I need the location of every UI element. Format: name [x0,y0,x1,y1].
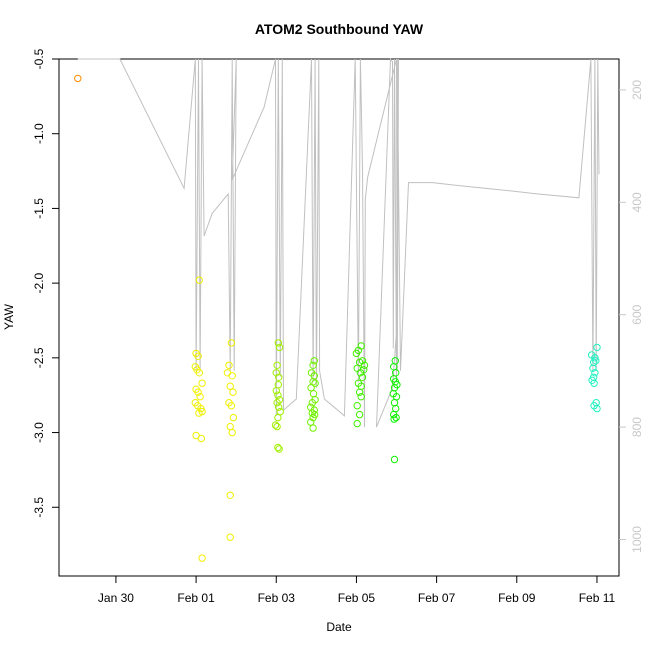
data-point [272,387,280,395]
data-point [226,491,234,499]
data-point [195,276,204,284]
x-tick-label: Feb 09 [498,591,536,605]
data-point [227,402,236,410]
data-point [275,343,284,352]
data-point [275,445,283,453]
data-point [392,404,400,413]
y2-tick-label: 400 [630,192,644,212]
data-point [273,361,281,369]
data-point [390,455,399,464]
data-point [276,407,284,416]
data-point [226,382,234,390]
y2-tick-label: 800 [630,417,644,437]
data-point [273,422,281,431]
data-point [194,352,202,360]
data-point [353,402,361,410]
x-tick-label: Feb 11 [579,591,616,605]
data-point [353,419,361,428]
data-point [589,364,597,372]
y2-axis: 200 400 600 800 1000 [619,80,644,553]
data-point [308,399,316,407]
x-axis: Jan 30 Feb 01 Feb 03 Feb 05 Feb 07 Feb 09 Feb … [98,575,616,605]
data-point [228,428,236,437]
data-point [307,384,315,392]
data-point [195,369,204,377]
x-tick-label: Jan 30 [98,591,134,605]
y-axis: -0.5 -1.0 -1.5 -2.0 -2.5 -3.0 -3.5 [32,48,59,518]
data-point [229,413,238,422]
data-point [274,413,282,422]
data-point [275,403,283,411]
chart-title: ATOM2 Southbound YAW [255,21,424,37]
x-axis-label: Date [326,620,352,634]
y2-tick-label: 200 [630,80,644,100]
data-point [274,443,282,452]
data-point [356,369,365,377]
data-point [590,379,598,387]
data-point [392,413,400,422]
data-point [360,361,369,369]
data-point [592,357,600,365]
data-point [271,421,280,429]
plot-frame [58,58,620,577]
data-point [591,369,599,377]
data-point [272,369,280,377]
y-axis-label: YAW [2,303,16,330]
data-point [225,361,233,369]
data-point [591,354,599,362]
data-point [226,422,234,431]
data-point [593,343,601,352]
data-point [309,413,317,422]
y-tick-label: -2.5 [32,347,46,368]
x-tick-label: Feb 05 [338,591,376,605]
data-point [227,339,236,347]
data-point [310,357,318,365]
data-point [198,407,206,416]
data-point [357,393,365,401]
data-point [223,369,232,377]
y-tick-label: -1.5 [32,198,46,219]
x-tick-label: Feb 01 [177,591,215,605]
data-point [274,339,282,347]
data-point [309,424,317,432]
gray-line [77,57,600,428]
data-point [593,404,601,413]
data-point [390,399,399,407]
y-tick-label: -3.5 [32,497,46,518]
data-point [197,434,206,443]
data-point [390,415,398,423]
x-tick-label: Feb 03 [258,591,296,605]
y-tick-label: -0.5 [32,48,46,69]
data-point [355,388,364,396]
x-tick-label: Feb 07 [418,591,456,605]
data-point [74,74,82,83]
data-point [196,393,204,401]
data-point [352,349,361,358]
data-point [274,391,282,399]
data-point [309,361,317,369]
data-point [355,410,364,419]
y-tick-label: -3.0 [32,422,46,443]
data-point [229,388,237,396]
y-tick-label: -2.0 [32,272,46,293]
data-point [311,379,319,387]
data-point [194,388,202,396]
data-point [228,372,236,380]
gray-line-series [77,57,600,428]
data-point [198,379,206,387]
data-point [226,533,234,541]
data-point [309,390,318,398]
data-point [353,364,361,372]
y2-tick-label: 1000 [630,526,644,553]
data-point [273,399,281,407]
data-point [358,373,367,381]
point-series [74,74,601,562]
data-point [198,554,206,562]
data-point [275,373,283,381]
y2-tick-label: 600 [630,304,644,324]
y-tick-label: -1.0 [32,123,46,144]
